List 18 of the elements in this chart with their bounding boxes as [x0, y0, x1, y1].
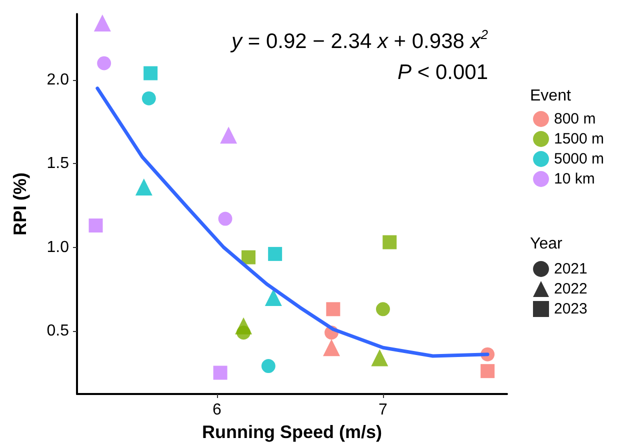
annotation: P < 0.001: [398, 61, 488, 84]
legend-label: 10 km: [554, 170, 595, 188]
legend-label: 800 m: [554, 110, 596, 128]
legend-label: 2022: [554, 280, 588, 298]
legend-label: 1500 m: [554, 130, 604, 148]
x-tick-label: 7: [378, 402, 388, 418]
legend-label: 2021: [554, 260, 588, 278]
y-tick-label: 1.0: [46, 238, 70, 256]
legend-label: 5000 m: [554, 150, 604, 168]
legend-label: 2023: [554, 300, 588, 318]
y-tick-label: 0.5: [46, 322, 70, 340]
y-tick-label: 2.0: [46, 71, 70, 88]
y-axis-title: RPI (%): [10, 172, 30, 236]
text: Year: [530, 236, 562, 252]
text: Event: [530, 88, 571, 104]
x-tick-label: 6: [212, 402, 222, 418]
x-axis-title: Running Speed (m/s): [202, 422, 382, 442]
y-tick-label: 1.5: [46, 155, 70, 172]
